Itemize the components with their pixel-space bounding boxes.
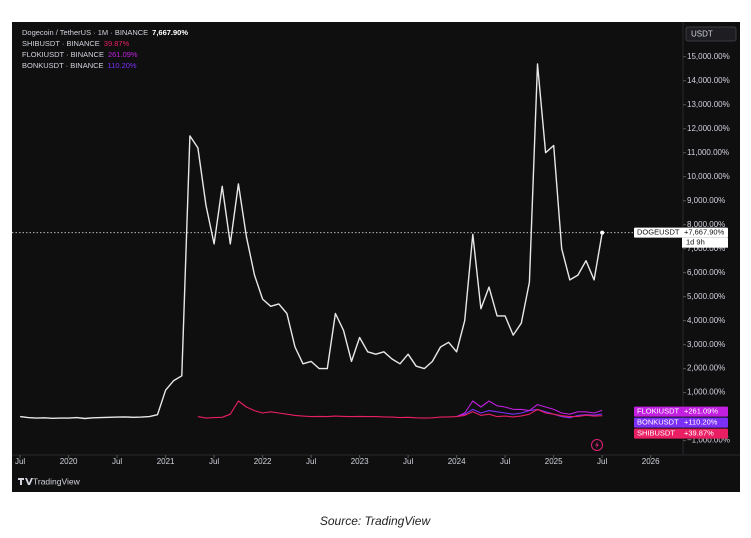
legend-name[interactable]: FLOKIUSDT · BINANCE	[22, 50, 104, 59]
y-tick-label: 2,000.00%	[687, 364, 725, 373]
price-tag	[634, 406, 728, 417]
y-tick-label: 7,000.00%	[687, 244, 725, 253]
legend-value: 39.87%	[104, 39, 130, 48]
caption: Source: TradingView	[320, 514, 432, 528]
price-tag-name: DOGEUSDT	[637, 228, 680, 237]
x-tick-label: Jul	[209, 457, 219, 466]
x-tick-label: 2025	[545, 457, 563, 466]
currency-label: USDT	[691, 30, 713, 39]
x-tick-label: Jul	[15, 457, 25, 466]
y-tick-label: −1,000.00%	[687, 436, 730, 445]
legend-entry: Dogecoin / TetherUS · 1M · BINANCE 7,667.…	[22, 28, 188, 37]
price-tag-name: SHIBUSDT	[637, 429, 675, 438]
legend-value: 7,667.90%	[152, 28, 188, 37]
y-tick-label: 6,000.00%	[687, 268, 725, 277]
y-tick-label: 10,000.00%	[687, 172, 730, 181]
legend-name[interactable]: Dogecoin / TetherUS · 1M · BINANCE	[22, 28, 148, 37]
x-tick-label: 2022	[254, 457, 272, 466]
price-tag	[634, 227, 728, 238]
x-tick-label: Jul	[403, 457, 413, 466]
y-tick-label: 14,000.00%	[687, 76, 730, 85]
x-tick-label: 2026	[642, 457, 660, 466]
series-line	[456, 400, 603, 418]
legend-name[interactable]: BONKUSDT · BINANCE	[22, 61, 104, 70]
y-tick-label: 11,000.00%	[687, 148, 729, 157]
y-tick-label: 3,000.00%	[687, 340, 725, 349]
y-tick-label: 12,000.00%	[687, 124, 730, 133]
currency-box[interactable]	[685, 26, 737, 42]
x-tick-label: Jul	[500, 457, 510, 466]
countdown: 1d 9h	[686, 238, 705, 247]
x-tick-label: 2020	[60, 457, 78, 466]
x-tick-label: Jul	[597, 457, 607, 466]
price-tag	[634, 428, 728, 439]
x-tick-label: Jul	[306, 457, 316, 466]
x-tick-label: 2021	[157, 457, 175, 466]
last-value-dot	[600, 230, 605, 235]
series-line	[197, 400, 603, 419]
y-tick-label: 9,000.00%	[687, 196, 725, 205]
x-tick-label: Jul	[112, 457, 122, 466]
price-tag-value: +110.20%	[684, 418, 718, 427]
legend-entry: SHIBUSDT · BINANCE 39.87%	[22, 39, 130, 48]
price-tag	[634, 417, 728, 428]
y-tick-label: 13,000.00%	[687, 100, 730, 109]
chart-background	[12, 22, 740, 492]
brand-label: TradingView	[33, 476, 81, 486]
legend-entry: BONKUSDT · BINANCE 110.20%	[22, 61, 137, 70]
y-tick-label: 4,000.00%	[687, 316, 725, 325]
countdown-box	[682, 237, 728, 248]
price-tag-name: FLOKIUSDT	[637, 407, 680, 416]
legend-name[interactable]: SHIBUSDT · BINANCE	[22, 39, 100, 48]
price-tag-name: BONKUSDT	[637, 418, 679, 427]
series-line	[20, 63, 603, 420]
brand-logo	[18, 478, 33, 485]
price-tag-value: +7,667.90%	[684, 228, 725, 237]
y-tick-label: 1,000.00%	[687, 388, 725, 397]
x-tick-label: 2024	[448, 457, 466, 466]
y-tick-label: 8,000.00%	[687, 220, 725, 229]
legend-value: 261.09%	[108, 50, 138, 59]
x-tick-label: 2023	[351, 457, 369, 466]
y-tick-label: 5,000.00%	[687, 292, 725, 301]
event-icon[interactable]	[591, 439, 603, 451]
price-tag-value: +261.09%	[684, 407, 718, 416]
legend-entry: FLOKIUSDT · BINANCE 261.09%	[22, 50, 138, 59]
price-tag-value: +39.87%	[684, 429, 714, 438]
y-tick-label: 15,000.00%	[687, 52, 730, 61]
legend-value: 110.20%	[108, 61, 137, 70]
